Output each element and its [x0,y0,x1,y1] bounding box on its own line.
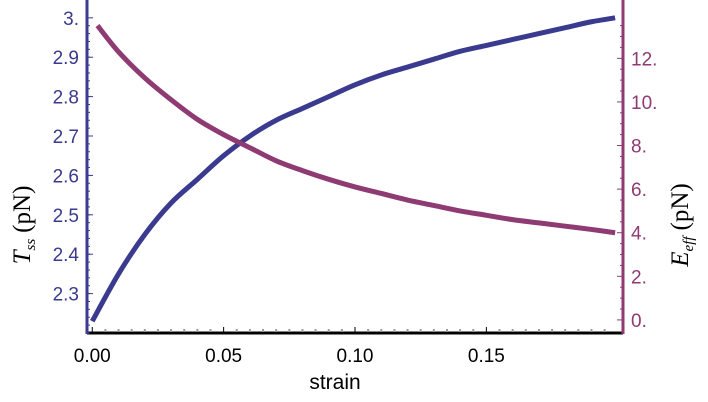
left-tick-label: 2.4 [53,245,80,266]
x-axis: 0.00 0.05 0.10 0.15 [74,327,623,367]
right-tick-label: 8. [631,137,647,158]
right-tick-label: 6. [631,180,647,201]
left-axis-label: Tss (pN) [9,186,39,265]
right-tick-label: 10. [631,93,657,114]
left-tick-label: 3. [63,9,79,30]
left-tick-label: 2.9 [53,48,79,69]
x-tick-label: 0.10 [337,346,374,367]
right-axis-label-sub: eff [681,235,697,252]
right-tick-label: 0. [631,311,647,332]
right-axis-label: Eeff (pN) [667,183,697,268]
right-axis-label-main: E [667,251,694,267]
tss-series-line [90,15,616,323]
series-group [90,15,616,323]
x-axis-label: strain [309,371,360,394]
left-tick-label: 2.7 [53,127,79,148]
left-tick-label: 2.6 [53,166,79,187]
x-tick-label: 0.05 [205,346,242,367]
x-tick-label: 0.15 [468,346,505,367]
right-axis-label-unit: (pN) [667,183,694,230]
eeff-series-line [95,24,616,236]
right-axis: 0. 2. 4. 6. 8. 10. 12. [617,0,657,334]
x-tick-label: 0.00 [74,346,111,367]
right-tick-label: 2. [631,267,647,288]
left-tick-label: 2.5 [53,206,79,227]
left-tick-label: 2.8 [53,88,79,109]
right-tick-label: 4. [631,224,647,245]
left-axis-label-unit: (pN) [9,186,36,233]
right-tick-label: 12. [631,49,657,70]
left-axis-label-main: T [9,248,36,264]
left-axis-label-sub: ss [23,239,39,251]
left-tick-label: 2.3 [53,285,79,306]
left-axis: 2.3 2.4 2.5 2.6 2.7 2.8 2.9 3. [53,0,93,334]
